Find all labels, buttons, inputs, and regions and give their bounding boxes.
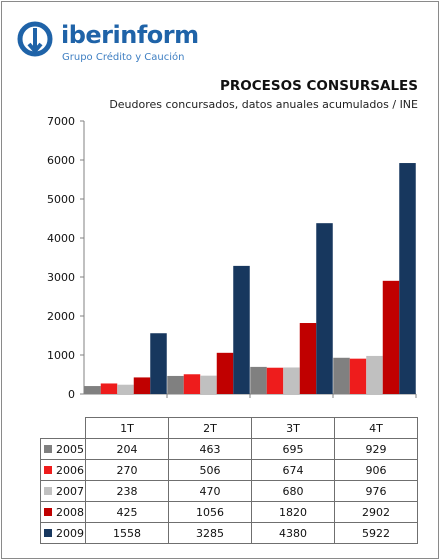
bar-2008-2T <box>216 352 234 394</box>
legend-swatch <box>44 528 52 537</box>
table-row: 2008 425 1056 1820 2902 <box>40 501 418 523</box>
bar-2007-3T <box>283 367 300 394</box>
chart-subtitle: Deudores concursados, datos anuales acum… <box>109 98 418 111</box>
legend-swatch <box>44 507 52 516</box>
data-label: 5922 <box>334 522 418 544</box>
x-tick-label: 1T <box>85 417 169 439</box>
data-label: 425 <box>85 501 169 523</box>
bar-2008-1T <box>133 377 151 394</box>
legend-label: 2006 <box>56 463 84 477</box>
bar-2005-1T <box>84 386 101 394</box>
bar-2006-3T <box>266 367 284 394</box>
legend-label: 2009 <box>56 526 84 540</box>
y-tick-label: 0 <box>68 388 75 401</box>
data-label: 470 <box>168 480 252 502</box>
data-label: 695 <box>251 438 335 460</box>
bar-2005-3T <box>250 366 267 394</box>
bar-2009-3T <box>316 223 333 394</box>
bar-2009-2T <box>233 265 250 394</box>
legend-entry: 2008 <box>40 501 86 523</box>
data-label: 204 <box>85 438 169 460</box>
data-label: 680 <box>251 480 335 502</box>
table-row: 2005 204 463 695 929 <box>40 438 418 460</box>
brand-logo: iberinform Grupo Crédito y Caución <box>17 20 199 70</box>
bar-2006-4T <box>349 358 367 394</box>
brand-logo-icon <box>17 21 53 57</box>
legend-entry: 2007 <box>40 480 86 502</box>
data-label: 506 <box>168 459 252 481</box>
legend-swatch <box>44 465 52 474</box>
bar-2006-1T <box>100 383 118 394</box>
data-label: 906 <box>334 459 418 481</box>
data-label: 929 <box>334 438 418 460</box>
data-label: 238 <box>85 480 169 502</box>
y-tick-label: 4000 <box>47 232 75 245</box>
bar-2008-3T <box>299 323 317 394</box>
bar-2005-4T <box>333 357 350 394</box>
data-table: 1T 2T 3T 4T 2005 204 463 695 929 2006 270 506 674 906… <box>40 417 418 544</box>
data-label: 1820 <box>251 501 335 523</box>
legend-swatch <box>44 486 52 495</box>
legend-entry: 2005 <box>40 438 86 460</box>
bar-2008-4T <box>382 280 400 394</box>
legend-label: 2008 <box>56 505 84 519</box>
bar-2006-2T <box>183 374 201 394</box>
table-corner-cell <box>41 418 86 439</box>
bar-2005-2T <box>167 375 184 394</box>
x-tick-label: 4T <box>334 417 418 439</box>
data-label: 2902 <box>334 501 418 523</box>
x-tick-label: 3T <box>251 417 335 439</box>
legend-label: 2005 <box>56 442 84 456</box>
legend-swatch <box>44 444 52 453</box>
bar-2009-4T <box>399 163 416 394</box>
table-header-row: 1T 2T 3T 4T <box>41 417 418 439</box>
brand-tagline: Grupo Crédito y Caución <box>62 52 185 63</box>
y-tick-label: 7000 <box>47 115 75 128</box>
legend-entry: 2006 <box>40 459 86 481</box>
bar-2007-4T <box>366 355 383 394</box>
y-tick-label: 3000 <box>47 271 75 284</box>
bar-2007-1T <box>117 384 134 394</box>
data-label: 1056 <box>168 501 252 523</box>
y-tick-label: 5000 <box>47 193 75 206</box>
table-row: 2006 270 506 674 906 <box>40 459 418 481</box>
bar-2009-1T <box>150 333 167 394</box>
chart-title: PROCESOS CONSURSALES <box>220 78 418 94</box>
y-tick-label: 1000 <box>47 349 75 362</box>
brand-name: iberinform <box>61 21 199 49</box>
bar-2007-2T <box>200 375 217 394</box>
data-label: 3285 <box>168 522 252 544</box>
y-tick-label: 2000 <box>47 310 75 323</box>
x-tick-label: 2T <box>168 417 252 439</box>
data-label: 270 <box>85 459 169 481</box>
legend-label: 2007 <box>56 484 84 498</box>
data-label: 4380 <box>251 522 335 544</box>
data-label: 674 <box>251 459 335 481</box>
data-label: 463 <box>168 438 252 460</box>
data-label: 1558 <box>85 522 169 544</box>
y-tick-label: 6000 <box>47 154 75 167</box>
data-label: 976 <box>334 480 418 502</box>
table-row: 2007 238 470 680 976 <box>40 480 418 502</box>
table-row: 2009 1558 3285 4380 5922 <box>40 522 418 544</box>
legend-entry: 2009 <box>40 522 86 544</box>
